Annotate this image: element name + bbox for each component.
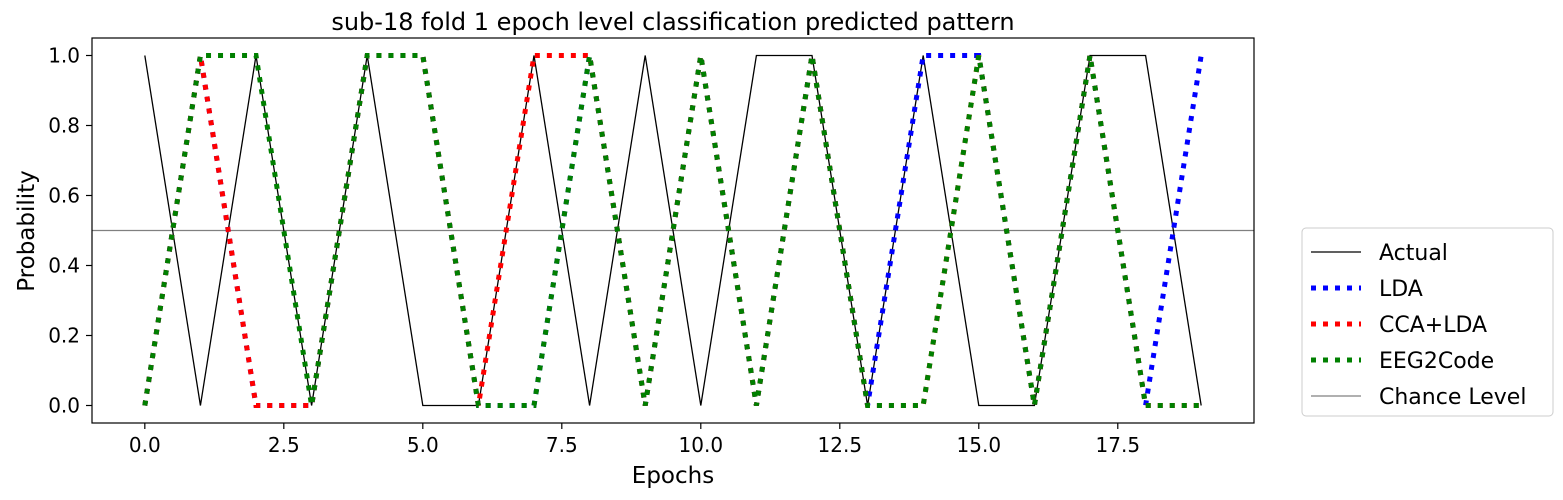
y-tick-label: 0.2: [48, 324, 80, 348]
x-tick-label: 0.0: [129, 433, 161, 457]
x-tick-label: 2.5: [268, 433, 300, 457]
legend-label-lda: LDA: [1379, 277, 1423, 302]
plot-area: [92, 53, 1254, 408]
legend-label-eeg2code: EEG2Code: [1379, 349, 1494, 374]
x-axis: 0.0 2.5 5.0 7.5 10.0 12.5 15.0 17.5: [129, 423, 1140, 457]
legend: Actual LDA CCA+LDA EEG2Code Chance Level: [1301, 227, 1554, 417]
x-tick-label: 12.5: [818, 433, 863, 457]
legend-label-actual: Actual: [1379, 241, 1448, 266]
x-tick-label: 10.0: [679, 433, 724, 457]
x-tick-label: 17.5: [1096, 433, 1141, 457]
y-tick-label: 0.6: [48, 184, 80, 208]
y-axis-label: Probability: [14, 170, 40, 292]
plot-frame: [91, 37, 1255, 424]
y-tick-label: 0.8: [48, 114, 80, 138]
x-axis-label: Epochs: [632, 463, 714, 489]
legend-box: [1301, 227, 1554, 417]
chart-title: sub-18 fold 1 epoch level classification…: [331, 8, 1014, 36]
series-line-actual: [144, 54, 1202, 407]
y-tick-label: 1.0: [48, 44, 80, 68]
y-tick-label: 0.4: [48, 254, 80, 278]
x-tick-label: 7.5: [546, 433, 578, 457]
legend-label-cca-lda: CCA+LDA: [1379, 313, 1487, 338]
legend-label-chance-level: Chance Level: [1379, 385, 1526, 410]
y-axis: 0.0 0.2 0.4 0.6 0.8 1.0: [48, 44, 92, 418]
x-tick-label: 15.0: [957, 433, 1002, 457]
x-tick-label: 5.0: [407, 433, 439, 457]
y-tick-label: 0.0: [48, 394, 80, 418]
